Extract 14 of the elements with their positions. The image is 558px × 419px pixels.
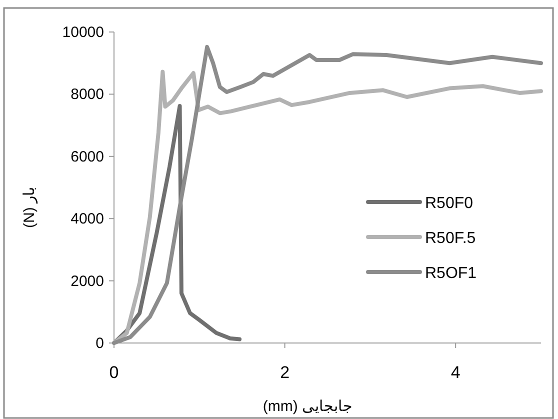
x-tick-label: 4 — [450, 363, 460, 382]
y-tick-label: 2000 — [70, 272, 104, 290]
x-tick-label: 2 — [280, 363, 290, 382]
y-tick-label: 8000 — [70, 86, 104, 104]
legend-label: R50F0 — [425, 195, 474, 212]
y-tick-label: 6000 — [70, 148, 104, 166]
legend-label: R50F.5 — [425, 230, 476, 247]
x-tick-label: 0 — [109, 363, 119, 382]
x-axis-title: جابجایی (mm) — [262, 398, 352, 415]
y-tick-label: 0 — [96, 335, 104, 352]
y-axis-title: بار (N) — [21, 186, 38, 228]
y-tick-label: 10000 — [62, 24, 104, 41]
legend-label: R5OF1 — [425, 265, 477, 282]
y-tick-label: 4000 — [70, 210, 104, 228]
